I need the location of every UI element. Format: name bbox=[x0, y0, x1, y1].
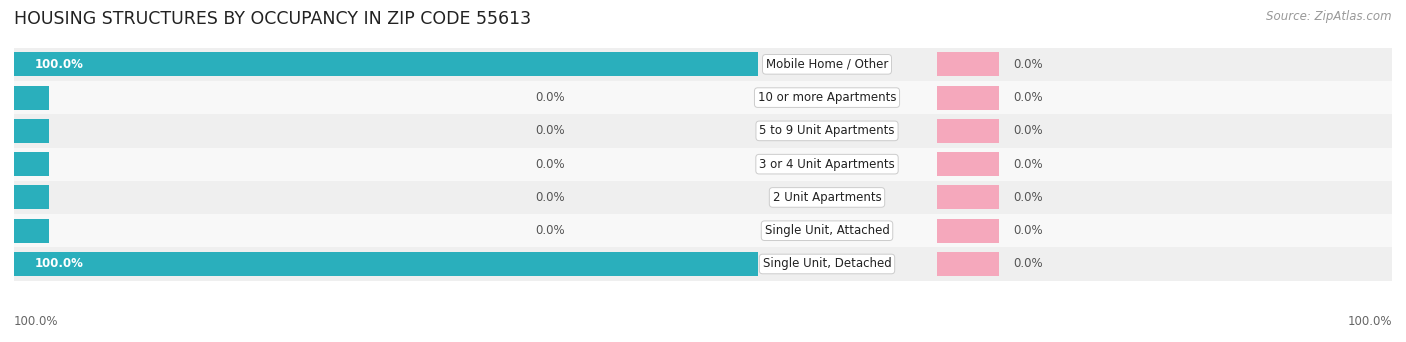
Bar bbox=[14, 81, 1392, 114]
Text: 0.0%: 0.0% bbox=[1014, 224, 1043, 237]
Text: 0.0%: 0.0% bbox=[1014, 191, 1043, 204]
Bar bbox=[14, 147, 1392, 181]
Bar bbox=[14, 52, 758, 76]
Text: 0.0%: 0.0% bbox=[536, 224, 565, 237]
Text: 10 or more Apartments: 10 or more Apartments bbox=[758, 91, 896, 104]
Text: HOUSING STRUCTURES BY OCCUPANCY IN ZIP CODE 55613: HOUSING STRUCTURES BY OCCUPANCY IN ZIP C… bbox=[14, 10, 531, 28]
Text: Mobile Home / Other: Mobile Home / Other bbox=[766, 58, 889, 71]
Text: Source: ZipAtlas.com: Source: ZipAtlas.com bbox=[1267, 10, 1392, 23]
Text: 100.0%: 100.0% bbox=[1347, 315, 1392, 328]
Bar bbox=[14, 247, 1392, 281]
Text: 100.0%: 100.0% bbox=[35, 58, 83, 71]
Text: 100.0%: 100.0% bbox=[14, 315, 59, 328]
Bar bbox=[938, 119, 1000, 143]
Bar bbox=[938, 52, 1000, 76]
Bar bbox=[14, 181, 1392, 214]
Legend: Owner-occupied, Renter-occupied: Owner-occupied, Renter-occupied bbox=[575, 337, 831, 342]
Text: 0.0%: 0.0% bbox=[536, 158, 565, 171]
Text: 0.0%: 0.0% bbox=[536, 124, 565, 137]
Text: 0.0%: 0.0% bbox=[1014, 91, 1043, 104]
Text: Single Unit, Attached: Single Unit, Attached bbox=[765, 224, 890, 237]
Bar bbox=[14, 185, 48, 209]
Text: 100.0%: 100.0% bbox=[35, 258, 83, 271]
Bar bbox=[938, 185, 1000, 209]
Text: 2 Unit Apartments: 2 Unit Apartments bbox=[773, 191, 882, 204]
Bar bbox=[938, 152, 1000, 176]
Bar bbox=[938, 252, 1000, 276]
Text: 5 to 9 Unit Apartments: 5 to 9 Unit Apartments bbox=[759, 124, 894, 137]
Bar bbox=[938, 219, 1000, 243]
Bar bbox=[14, 214, 1392, 247]
Text: 0.0%: 0.0% bbox=[536, 91, 565, 104]
Bar bbox=[14, 252, 758, 276]
Text: 0.0%: 0.0% bbox=[536, 191, 565, 204]
Bar bbox=[14, 152, 48, 176]
Bar bbox=[14, 48, 1392, 81]
Bar bbox=[14, 86, 48, 109]
Bar bbox=[938, 86, 1000, 109]
Bar bbox=[14, 114, 1392, 147]
Text: 3 or 4 Unit Apartments: 3 or 4 Unit Apartments bbox=[759, 158, 894, 171]
Text: Single Unit, Detached: Single Unit, Detached bbox=[762, 258, 891, 271]
Text: 0.0%: 0.0% bbox=[1014, 58, 1043, 71]
Text: 0.0%: 0.0% bbox=[1014, 158, 1043, 171]
Text: 0.0%: 0.0% bbox=[1014, 258, 1043, 271]
Text: 0.0%: 0.0% bbox=[1014, 124, 1043, 137]
Bar bbox=[14, 219, 48, 243]
Bar bbox=[14, 119, 48, 143]
